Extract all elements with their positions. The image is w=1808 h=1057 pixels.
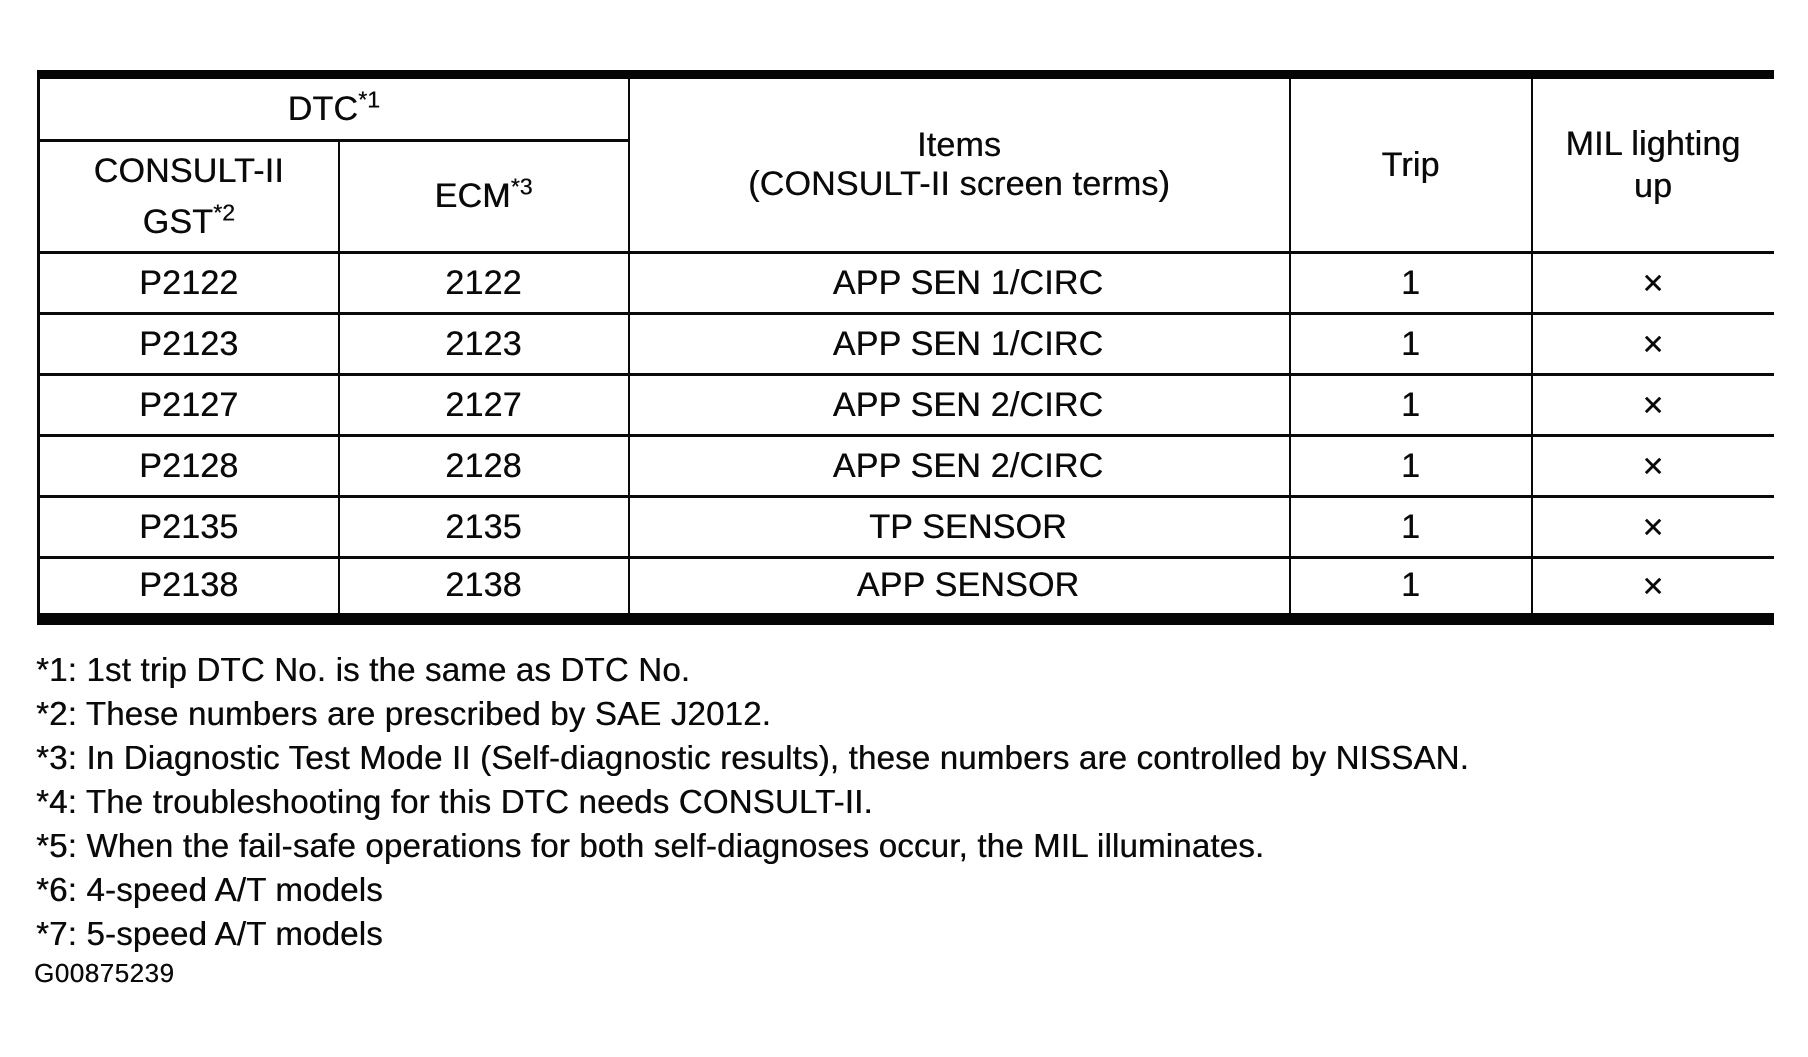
gst-code-cell: P2128 bbox=[37, 434, 340, 498]
item-cell: APP SEN 2/CIRC bbox=[627, 434, 1291, 498]
table-row: P2123 2123 APP SEN 1/CIRC 1 × bbox=[37, 312, 1774, 376]
ecm-code-cell: 2135 bbox=[337, 495, 630, 559]
items-sublabel: (CONSULT-II screen terms) bbox=[748, 165, 1170, 203]
column-header-dtc: DTC*1 bbox=[36, 70, 630, 142]
item-cell: APP SEN 2/CIRC bbox=[627, 373, 1291, 437]
gst-code-cell: P2122 bbox=[37, 251, 340, 315]
footnote-3: *3: In Diagnostic Test Mode II (Self-dia… bbox=[36, 739, 1469, 776]
gst-label: GST bbox=[142, 202, 214, 241]
header-row-sub: CONSULT-II GST*2 ECM*3 bbox=[37, 139, 1774, 254]
column-header-consult-gst: CONSULT-II GST*2 bbox=[37, 139, 340, 254]
column-header-mil: MIL lighting up bbox=[1530, 70, 1774, 254]
mil-cell: × bbox=[1530, 373, 1774, 437]
mil-cell: × bbox=[1530, 251, 1774, 315]
footnote-7: *7: 5-speed A/T models bbox=[36, 915, 383, 952]
ecm-label: ECM bbox=[434, 177, 511, 215]
item-cell: APP SEN 1/CIRC bbox=[627, 251, 1291, 315]
ecm-code-cell: 2127 bbox=[337, 373, 630, 437]
column-header-ecm: ECM*3 bbox=[337, 139, 629, 254]
ecm-footnote-mark: *3 bbox=[510, 173, 533, 200]
table-row: P2127 2127 APP SEN 2/CIRC 1 × bbox=[37, 373, 1774, 437]
column-header-items: Items (CONSULT-II screen terms) bbox=[627, 70, 1291, 254]
header-row-dtc: DTC*1 Items (CONSULT-II screen terms) Tri… bbox=[36, 70, 1774, 254]
item-cell: APP SENSOR bbox=[627, 556, 1291, 625]
mil-cell: × bbox=[1530, 434, 1774, 498]
dtc-table-container: DTC*1 Items (CONSULT-II screen terms) Tri… bbox=[36, 70, 1774, 625]
dtc-label: DTC bbox=[287, 89, 359, 128]
item-cell: APP SEN 1/CIRC bbox=[627, 312, 1291, 376]
ecm-code-cell: 2123 bbox=[337, 312, 630, 376]
table-row: P2128 2128 APP SEN 2/CIRC 1 × bbox=[37, 434, 1774, 498]
trip-cell: 1 bbox=[1288, 312, 1533, 376]
gst-code-cell: P2123 bbox=[37, 312, 340, 376]
trip-cell: 1 bbox=[1288, 556, 1533, 625]
mil-cell: × bbox=[1530, 495, 1774, 559]
dtc-footnote-mark: *1 bbox=[358, 86, 380, 113]
mil-cell: × bbox=[1530, 312, 1774, 376]
ecm-code-cell: 2138 bbox=[337, 556, 630, 625]
ecm-code-cell: 2128 bbox=[337, 434, 630, 498]
footnote-4: *4: The troubleshooting for this DTC nee… bbox=[36, 783, 873, 820]
mil-label: MIL lighting up bbox=[1565, 124, 1741, 206]
column-header-trip: Trip bbox=[1288, 70, 1533, 254]
gst-code-cell: P2127 bbox=[37, 373, 340, 437]
gst-footnote-mark: *2 bbox=[213, 199, 235, 226]
gst-code-cell: P2138 bbox=[37, 556, 340, 625]
footnote-5: *5: When the fail-safe operations for bo… bbox=[36, 827, 1265, 864]
trip-label: Trip bbox=[1381, 145, 1440, 184]
items-label: Items bbox=[916, 126, 1002, 164]
figure-id: G00875239 bbox=[34, 958, 175, 988]
table-row: P2122 2122 APP SEN 1/CIRC 1 × bbox=[37, 251, 1774, 315]
gst-code-cell: P2135 bbox=[37, 495, 340, 559]
footnote-1: *1: 1st trip DTC No. is the same as DTC … bbox=[36, 651, 691, 688]
trip-cell: 1 bbox=[1288, 251, 1533, 315]
footnotes-block: *1: 1st trip DTC No. is the same as DTC … bbox=[36, 648, 1736, 956]
consult-label: CONSULT-II bbox=[93, 151, 284, 190]
item-cell: TP SENSOR bbox=[627, 495, 1291, 559]
mil-cell: × bbox=[1530, 556, 1774, 625]
trip-cell: 1 bbox=[1288, 373, 1533, 437]
table-row: P2135 2135 TP SENSOR 1 × bbox=[37, 495, 1774, 559]
trip-cell: 1 bbox=[1288, 434, 1533, 498]
table-row: P2138 2138 APP SENSOR 1 × bbox=[37, 556, 1774, 625]
ecm-code-cell: 2122 bbox=[337, 251, 630, 315]
trip-cell: 1 bbox=[1288, 495, 1533, 559]
dtc-table: DTC*1 Items (CONSULT-II screen terms) Tri… bbox=[36, 70, 1774, 625]
footnote-2: *2: These numbers are prescribed by SAE … bbox=[36, 695, 771, 732]
footnote-6: *6: 4-speed A/T models bbox=[36, 871, 383, 908]
